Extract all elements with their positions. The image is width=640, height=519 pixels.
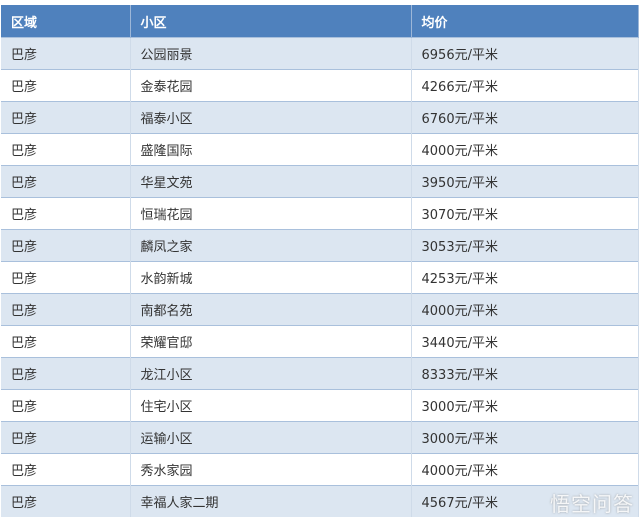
- cell-district: 巴彦: [1, 421, 131, 454]
- cell-district: 巴彦: [1, 485, 131, 517]
- cell-community: 金泰花园: [130, 69, 412, 102]
- cell-district: 巴彦: [1, 133, 131, 166]
- cell-avg-price: 6760元/平米: [411, 101, 639, 134]
- cell-avg-price: 8333元/平米: [411, 357, 639, 390]
- cell-community: 荣耀官邸: [130, 325, 412, 358]
- cell-avg-price: 4000元/平米: [411, 453, 639, 486]
- header-district: 区域: [1, 5, 131, 38]
- table-row: 巴彦 幸福人家二期 4567元/平米: [1, 485, 639, 517]
- cell-avg-price: 4567元/平米: [411, 485, 639, 517]
- cell-district: 巴彦: [1, 325, 131, 358]
- cell-district: 巴彦: [1, 357, 131, 390]
- cell-district: 巴彦: [1, 197, 131, 230]
- cell-district: 巴彦: [1, 389, 131, 422]
- cell-avg-price: 3000元/平米: [411, 421, 639, 454]
- cell-district: 巴彦: [1, 453, 131, 486]
- cell-avg-price: 3053元/平米: [411, 229, 639, 262]
- table-row: 巴彦 福泰小区 6760元/平米: [1, 101, 639, 134]
- cell-district: 巴彦: [1, 261, 131, 294]
- cell-community: 盛隆国际: [130, 133, 412, 166]
- cell-avg-price: 3950元/平米: [411, 165, 639, 198]
- cell-community: 龙江小区: [130, 357, 412, 390]
- cell-district: 巴彦: [1, 101, 131, 134]
- table-row: 巴彦 秀水家园 4000元/平米: [1, 453, 639, 486]
- table-row: 巴彦 麟凤之家 3053元/平米: [1, 229, 639, 262]
- cell-avg-price: 6956元/平米: [411, 37, 639, 70]
- cell-district: 巴彦: [1, 229, 131, 262]
- cell-district: 巴彦: [1, 69, 131, 102]
- cell-avg-price: 4253元/平米: [411, 261, 639, 294]
- cell-community: 秀水家园: [130, 453, 412, 486]
- table-row: 巴彦 公园丽景 6956元/平米: [1, 37, 639, 70]
- cell-community: 福泰小区: [130, 101, 412, 134]
- cell-community: 运输小区: [130, 421, 412, 454]
- table-row: 巴彦 恒瑞花园 3070元/平米: [1, 197, 639, 230]
- header-avg-price: 均价: [411, 5, 639, 38]
- cell-avg-price: 3070元/平米: [411, 197, 639, 230]
- table-row: 巴彦 盛隆国际 4000元/平米: [1, 133, 639, 166]
- header-row: 区域 小区 均价: [1, 5, 639, 38]
- cell-district: 巴彦: [1, 293, 131, 326]
- table-row: 巴彦 住宅小区 3000元/平米: [1, 389, 639, 422]
- cell-community: 水韵新城: [130, 261, 412, 294]
- cell-community: 南都名苑: [130, 293, 412, 326]
- watermark-text: 悟空问答: [550, 492, 634, 516]
- cell-avg-price: 4000元/平米: [411, 133, 639, 166]
- table-row: 巴彦 荣耀官邸 3440元/平米: [1, 325, 639, 358]
- cell-community: 华星文苑: [130, 165, 412, 198]
- table-row: 巴彦 水韵新城 4253元/平米: [1, 261, 639, 294]
- table-row: 巴彦 金泰花园 4266元/平米: [1, 69, 639, 102]
- cell-avg-price: 3000元/平米: [411, 389, 639, 422]
- cell-avg-price: 4266元/平米: [411, 69, 639, 102]
- cell-community: 麟凤之家: [130, 229, 412, 262]
- watermark-logo: 悟空问答: [550, 488, 634, 517]
- cell-avg-price: 4000元/平米: [411, 293, 639, 326]
- cell-community: 幸福人家二期: [130, 485, 412, 517]
- table-row: 巴彦 龙江小区 8333元/平米: [1, 357, 639, 390]
- header-community: 小区: [130, 5, 412, 38]
- cell-avg-price: 3440元/平米: [411, 325, 639, 358]
- price-table: 区域 小区 均价 巴彦 公园丽景 6956元/平米 巴彦 金泰花园 4266元/平米 巴彦福…: [1, 5, 639, 517]
- cell-community: 公园丽景: [130, 37, 412, 70]
- table-row: 巴彦 华星文苑 3950元/平米: [1, 165, 639, 198]
- table-row: 巴彦 南都名苑 4000元/平米: [1, 293, 639, 326]
- table-row: 巴彦 运输小区 3000元/平米: [1, 421, 639, 454]
- cell-community: 住宅小区: [130, 389, 412, 422]
- cell-district: 巴彦: [1, 165, 131, 198]
- cell-district: 巴彦: [1, 37, 131, 70]
- cell-community: 恒瑞花园: [130, 197, 412, 230]
